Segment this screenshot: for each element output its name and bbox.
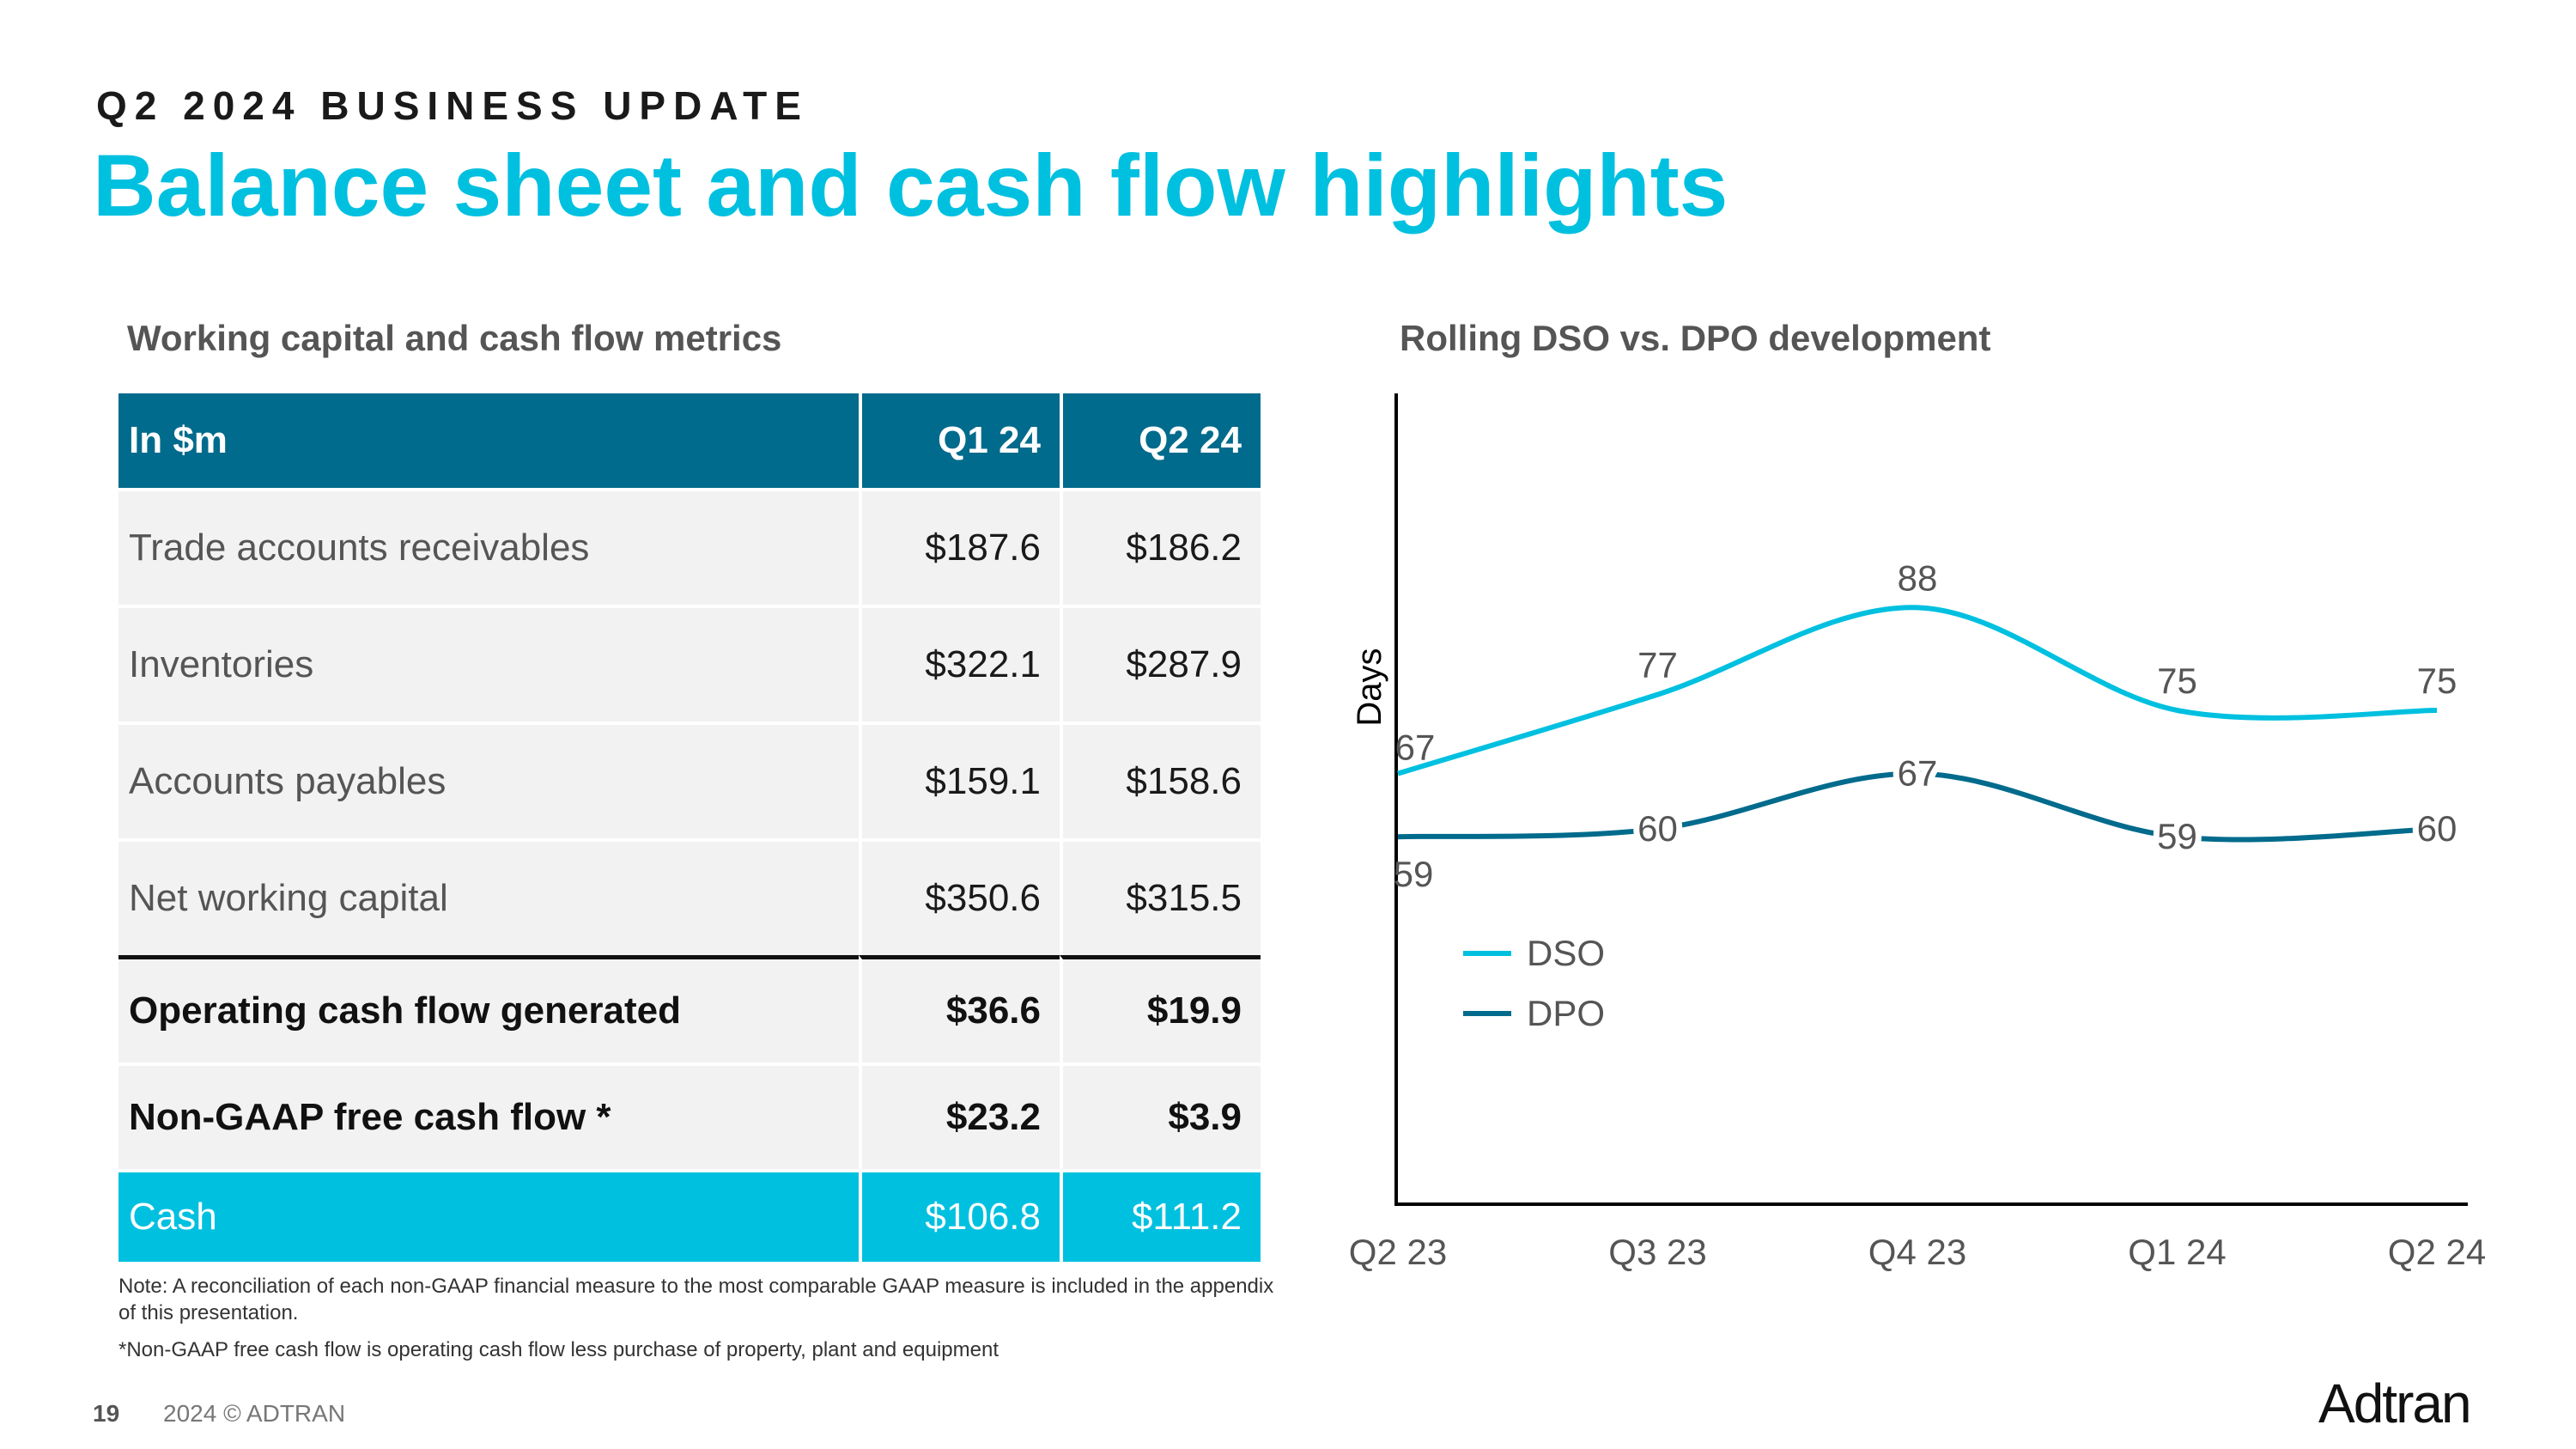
table-footnote: *Non-GAAP free cash flow is operating ca… <box>118 1338 999 1361</box>
row-label: Non-GAAP free cash flow * <box>118 1062 859 1169</box>
x-tick-label: Q2 23 <box>1349 1232 1447 1272</box>
legend-dso-label: DSO <box>1527 933 1605 973</box>
x-tick-label: Q3 23 <box>1608 1232 1706 1272</box>
data-label-dso: 67 <box>1395 728 1436 768</box>
y-axis-label: Days <box>1351 648 1388 726</box>
row-q1-value: $187.6 <box>859 488 1060 605</box>
x-tick-label: Q1 24 <box>2128 1232 2226 1272</box>
eyebrow-title: Q2 2024 BUSINESS UPDATE <box>96 83 809 128</box>
row-q2-value: $186.2 <box>1060 488 1261 605</box>
column-header-q1: Q1 24 <box>859 393 1060 488</box>
table-row: Operating cash flow generated $36.6 $19.… <box>118 955 1261 1062</box>
series-line-dpo <box>1397 770 2438 843</box>
data-label-dso: 88 <box>1898 557 1938 598</box>
row-label: Net working capital <box>118 838 859 955</box>
table-header-row: In $m Q1 24 Q2 24 <box>118 393 1261 488</box>
x-tick-label: Q2 24 <box>2388 1232 2486 1272</box>
series-line-dso <box>1397 605 2438 776</box>
table-note: Note: A reconciliation of each non-GAAP … <box>118 1275 1274 1324</box>
row-q2-value: $3.9 <box>1060 1062 1261 1169</box>
row-label: Cash <box>118 1169 859 1262</box>
column-header-label: In $m <box>118 393 859 488</box>
row-q2-value: $315.5 <box>1060 838 1261 955</box>
row-label: Accounts payables <box>118 721 859 838</box>
table-row-cash: Cash $106.8 $111.2 <box>118 1169 1261 1262</box>
legend-dpo-label: DPO <box>1527 993 1605 1033</box>
row-q2-value: $19.9 <box>1060 955 1261 1062</box>
data-label-dso: 75 <box>2157 661 2197 701</box>
table-row: Net working capital $350.6 $315.5 <box>118 838 1261 955</box>
column-header-q2: Q2 24 <box>1060 393 1261 488</box>
metrics-table: In $m Q1 24 Q2 24 Trade accounts receiva… <box>118 393 1261 1262</box>
data-label-dso: 77 <box>1637 645 1678 685</box>
data-label-dpo: 59 <box>1394 854 1434 894</box>
table-row: Accounts payables $159.1 $158.6 <box>118 721 1261 838</box>
row-label: Trade accounts receivables <box>118 488 859 605</box>
row-q1-value: $159.1 <box>859 721 1060 838</box>
row-q1-value: $36.6 <box>859 955 1060 1062</box>
page-title: Balance sheet and cash flow highlights <box>93 137 1728 234</box>
table-row: Non-GAAP free cash flow * $23.2 $3.9 <box>118 1062 1261 1169</box>
data-label-dpo: 60 <box>1637 808 1678 849</box>
data-label-dpo: 59 <box>2157 816 2197 856</box>
adtran-logo: Adtran <box>2318 1374 2472 1434</box>
table-section-title: Working capital and cash flow metrics <box>127 318 782 358</box>
row-q1-value: $23.2 <box>859 1062 1060 1169</box>
copyright: 2024 © ADTRAN <box>163 1400 346 1427</box>
row-q1-value: $322.1 <box>859 605 1060 721</box>
x-tick-label: Q4 23 <box>1868 1232 1966 1272</box>
data-label-dpo: 60 <box>2417 808 2458 849</box>
data-label-dpo: 67 <box>1898 753 1938 794</box>
row-q1-value: $106.8 <box>859 1169 1060 1262</box>
table-row: Trade accounts receivables $187.6 $186.2 <box>118 488 1261 605</box>
row-label: Operating cash flow generated <box>118 955 859 1062</box>
chart-section-title: Rolling DSO vs. DPO development <box>1400 318 1991 358</box>
row-q2-value: $158.6 <box>1060 721 1261 838</box>
page-number: 19 <box>93 1400 120 1427</box>
row-q2-value: $111.2 <box>1060 1169 1261 1262</box>
table-row: Inventories $322.1 $287.9 <box>118 605 1261 721</box>
row-q2-value: $287.9 <box>1060 605 1261 721</box>
row-label: Inventories <box>118 605 859 721</box>
row-q1-value: $350.6 <box>859 838 1060 955</box>
adtran-logo-text: Adtran <box>2318 1374 2470 1434</box>
data-label-dso: 75 <box>2417 661 2458 701</box>
